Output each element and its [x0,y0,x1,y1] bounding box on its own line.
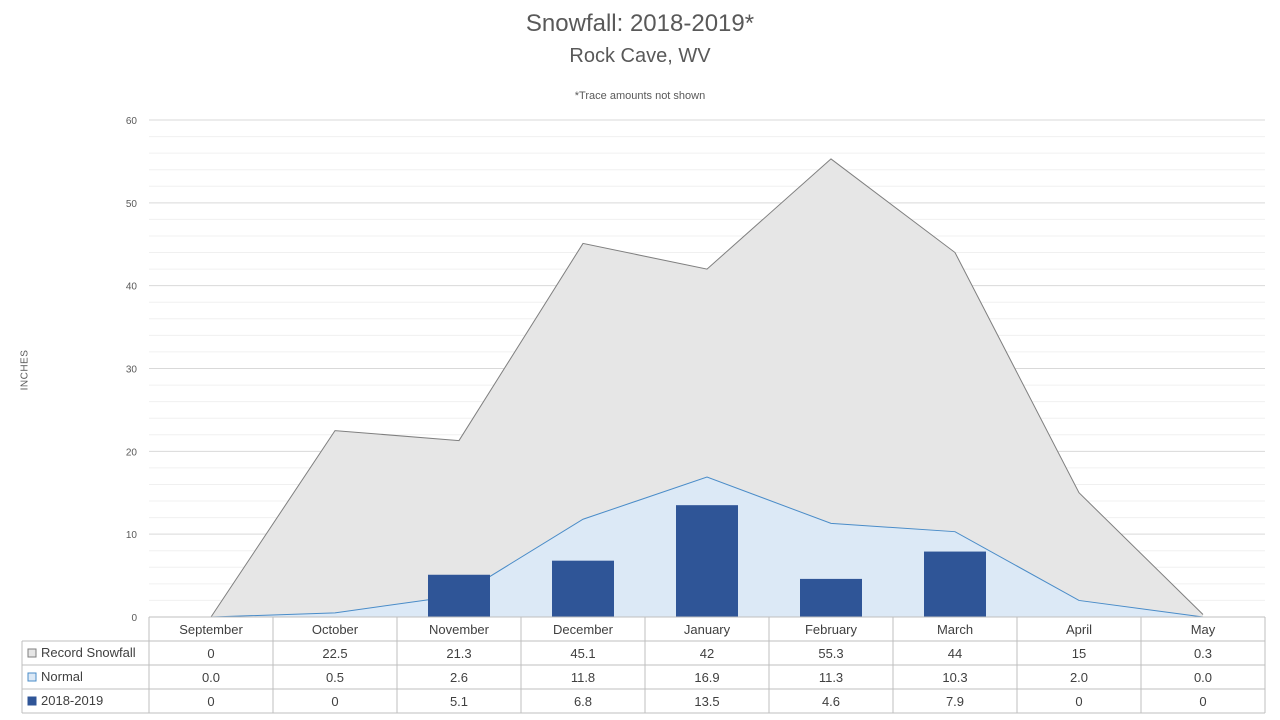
y-tick-label: 50 [126,199,138,210]
table-cell: 11.8 [571,670,595,685]
table-cell: 0 [331,694,338,709]
table-cell: 2.0 [1070,670,1088,685]
category-label: December [553,622,614,637]
chart-note: *Trace amounts not shown [574,90,706,102]
record-snowfall-line [210,158,1204,618]
y-tick-label: 30 [126,365,138,376]
y-tick-label: 20 [126,447,138,458]
category-label: May [1191,622,1216,637]
table-cell: 0.0 [1194,670,1212,685]
record-snowfall-area [211,158,1203,617]
table-cell: 0 [207,646,214,661]
chart-subtitle: Rock Cave, WV [569,45,711,67]
record-snowfall-legend-key [27,648,37,658]
bar-march [924,551,986,617]
table-cell: 0.3 [1194,646,1212,661]
table-cell: 7.9 [946,694,964,709]
table-cell: 2.6 [450,670,468,685]
record-snowfall-legend-label: Record Snowfall [41,645,136,660]
y-tick-label: 10 [126,530,138,541]
table-cell: 22.5 [322,646,347,661]
normal-line [210,476,1204,618]
table-cell: 42 [700,646,714,661]
table-cell: 15 [1072,646,1086,661]
chart-title: Snowfall: 2018-2019* [525,10,755,37]
y-tick-label: 40 [126,282,138,293]
table-cell: 0.0 [202,670,220,685]
table-cell: 16.9 [694,670,719,685]
table-cell: 0 [1075,694,1082,709]
table-cell: 55.3 [818,646,843,661]
table-cell: 45.1 [570,646,595,661]
bar-january [676,505,738,617]
2018-2019-legend-key [27,696,37,706]
y-tick-label: 0 [131,613,137,624]
normal-legend-label: Normal [41,669,83,684]
normal-legend-key [27,672,37,682]
category-label: February [805,622,858,637]
bar-february [800,578,862,617]
table-cell: 6.8 [574,694,592,709]
bar-november [428,574,490,617]
category-label: March [937,622,973,637]
table-cell: 44 [948,646,962,661]
bar-december [552,560,614,617]
table-cell: 13.5 [694,694,719,709]
y-tick-label: 60 [126,116,138,127]
category-label: November [429,622,490,637]
table-cell: 0 [207,694,214,709]
category-label: April [1066,622,1092,637]
2018-2019-legend-label: 2018-2019 [41,693,103,708]
table-cell: 5.1 [450,694,468,709]
category-label: January [684,622,731,637]
table-cell: 11.3 [819,670,843,685]
table-cell: 0.5 [326,670,344,685]
category-label: October [312,622,359,637]
category-label: September [179,622,243,637]
table-cell: 10.3 [942,670,967,685]
table-cell: 21.3 [446,646,471,661]
table-cell: 0 [1199,694,1206,709]
table-cell: 4.6 [822,694,840,709]
